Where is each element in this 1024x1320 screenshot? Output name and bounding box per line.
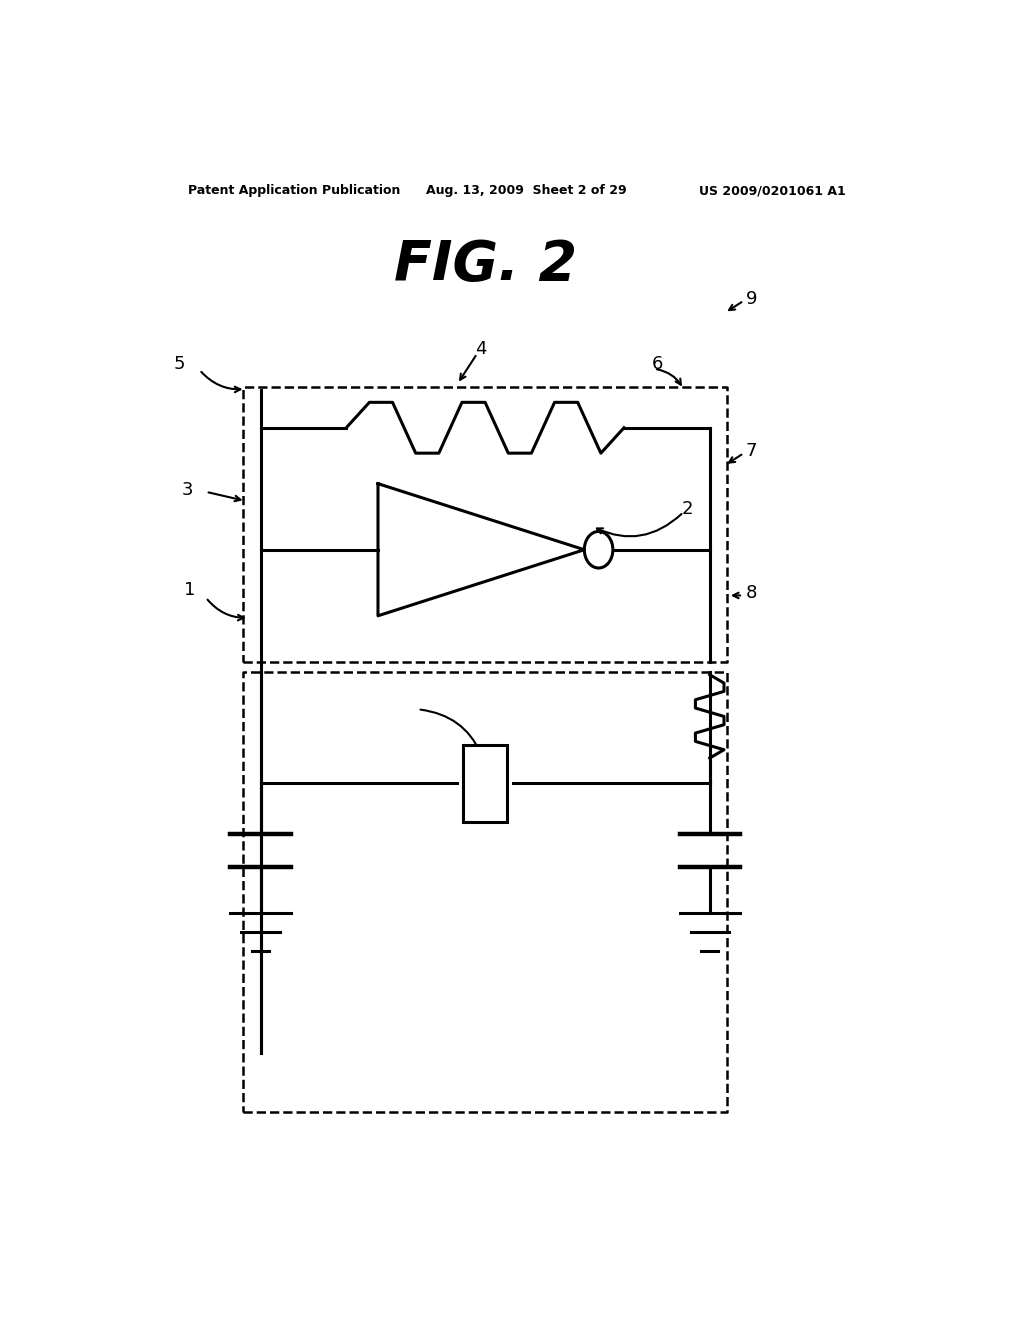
- Text: 1: 1: [184, 581, 196, 599]
- Text: 8: 8: [745, 585, 757, 602]
- Text: 3: 3: [181, 480, 194, 499]
- Text: 5: 5: [174, 355, 185, 372]
- Text: 9: 9: [745, 289, 757, 308]
- Bar: [463, 746, 507, 821]
- Text: 7: 7: [745, 442, 757, 461]
- Text: Patent Application Publication: Patent Application Publication: [187, 185, 400, 198]
- Text: US 2009/0201061 A1: US 2009/0201061 A1: [699, 185, 846, 198]
- Text: 6: 6: [652, 355, 664, 372]
- Text: FIG. 2: FIG. 2: [393, 238, 577, 292]
- Text: 2: 2: [682, 500, 693, 517]
- Text: 4: 4: [475, 341, 486, 359]
- Text: Aug. 13, 2009  Sheet 2 of 29: Aug. 13, 2009 Sheet 2 of 29: [426, 185, 627, 198]
